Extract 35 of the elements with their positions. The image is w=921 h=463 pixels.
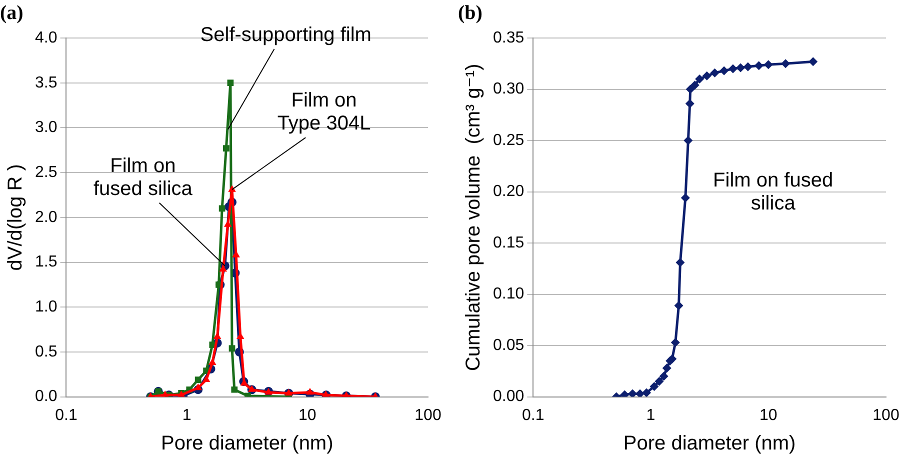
y-tick-label: 0.20 xyxy=(493,183,524,200)
y-tick-label: 0.30 xyxy=(493,80,524,98)
y-tick-label: 0.5 xyxy=(34,343,58,360)
x-tick-label: 1 xyxy=(182,406,192,424)
y-tick-label: 0.35 xyxy=(493,29,524,46)
annotation: Film on Type 304L xyxy=(277,90,371,135)
annotation: Film on fused silica xyxy=(713,169,834,214)
y-tick-label: 0.0 xyxy=(34,388,58,406)
x-axis-title: Pore diameter (nm) xyxy=(160,432,334,455)
y-tick-label: 0.25 xyxy=(493,132,524,149)
annotation: Self-supporting film xyxy=(200,24,372,46)
y-tick-label: 1.0 xyxy=(34,298,58,316)
y-tick-label: 3.5 xyxy=(34,74,58,92)
y-tick-label: 0.15 xyxy=(493,234,524,252)
x-tick-label: 0.1 xyxy=(522,406,544,424)
y-tick-label: 0.00 xyxy=(493,388,524,406)
y-tick-label: 4.0 xyxy=(34,29,58,46)
y-axis-title: Cumulative pore volume (cm³ g⁻¹) xyxy=(462,64,485,372)
x-tick-label: 0.1 xyxy=(55,406,78,424)
y-tick-label: 3.0 xyxy=(34,119,58,136)
y-tick-label: 0.10 xyxy=(493,286,524,303)
y-axis-title: dV/d(log R ) xyxy=(4,164,27,271)
y-tick-label: 2.0 xyxy=(34,208,58,226)
y-tick-label: 0.05 xyxy=(493,336,524,354)
chart-title: (a) xyxy=(0,2,24,24)
x-tick-label: 1 xyxy=(646,406,656,424)
x-tick-label: 100 xyxy=(872,406,900,424)
x-axis-title: Pore diameter (nm) xyxy=(623,432,796,455)
y-tick-label: 1.5 xyxy=(34,254,58,271)
annotation: Film on fused silica xyxy=(93,154,194,200)
x-tick-label: 10 xyxy=(759,406,778,424)
y-tick-label: 2.5 xyxy=(34,164,58,181)
x-tick-label: 10 xyxy=(298,406,316,424)
chart-title: (b) xyxy=(458,2,482,24)
x-tick-label: 100 xyxy=(414,406,442,424)
